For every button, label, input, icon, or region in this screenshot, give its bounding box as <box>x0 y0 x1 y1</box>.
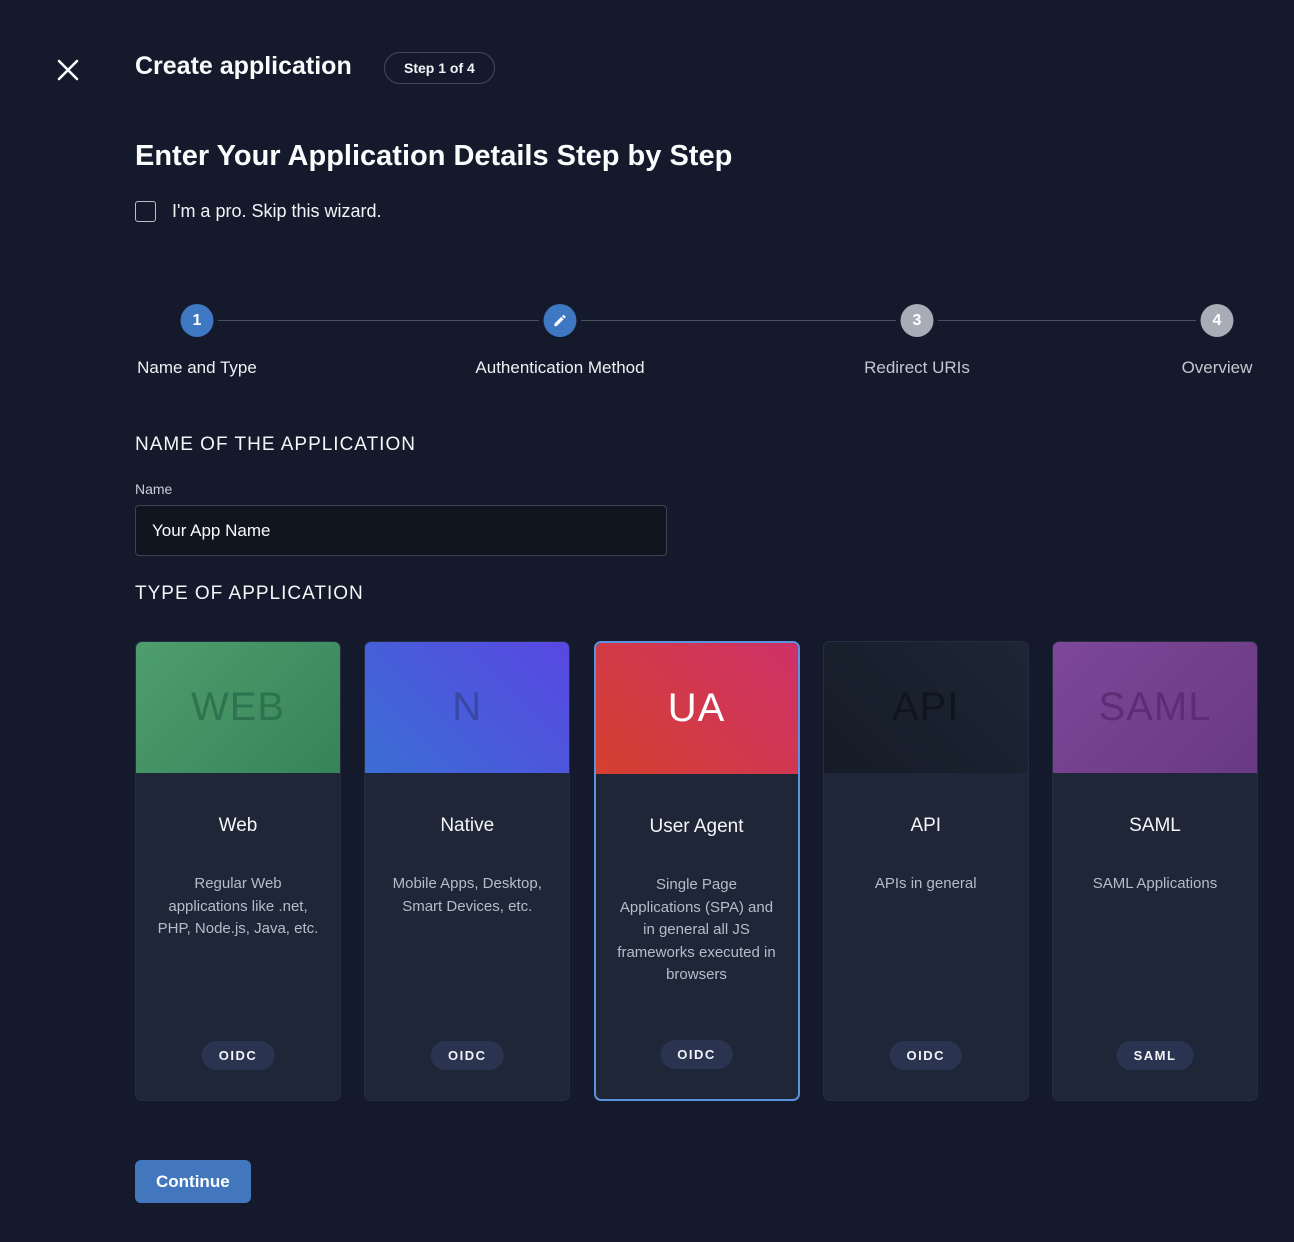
skip-wizard-row[interactable]: I'm a pro. Skip this wizard. <box>135 201 382 222</box>
application-type-card[interactable]: API API APIs in general OIDC <box>822 641 1029 1101</box>
card-description: APIs in general <box>874 875 977 892</box>
application-type-card[interactable]: SAML SAML SAML Applications SAML <box>1052 641 1258 1101</box>
application-type-card[interactable]: UA User Agent Single Page Applications (… <box>593 641 800 1101</box>
step-label: Redirect URIs <box>864 358 970 377</box>
step-circle-3[interactable]: 3 <box>900 304 934 337</box>
name-section-title: NAME OF THE APPLICATION <box>135 434 416 455</box>
application-type-card[interactable]: N Native Mobile Apps, Desktop, Smart Dev… <box>364 641 571 1101</box>
card-title: User Agent <box>649 816 744 837</box>
name-field-label: Name <box>135 481 173 497</box>
card-description: Regular Web applications like .net, PHP,… <box>157 875 319 937</box>
wizard-heading: Enter Your Application Details Step by S… <box>135 140 733 172</box>
card-protocol-badge: OIDC <box>889 1041 962 1070</box>
card-protocol-badge: OIDC <box>201 1041 275 1070</box>
card-title: Web <box>218 815 258 836</box>
card-banner: SAML <box>1053 642 1257 773</box>
page-title: Create application <box>135 52 352 80</box>
pencil-icon[interactable] <box>543 304 577 337</box>
close-icon[interactable] <box>54 56 82 84</box>
step-connector-line <box>581 320 896 321</box>
card-banner: WEB <box>136 642 340 773</box>
step-progress-badge: Step 1 of 4 <box>384 52 495 84</box>
skip-wizard-label: I'm a pro. Skip this wizard. <box>172 201 382 221</box>
card-protocol-badge: SAML <box>1116 1041 1194 1070</box>
application-type-cards: WEB Web Regular Web applications like .n… <box>135 641 1258 1101</box>
step-connector-line <box>938 320 1196 321</box>
card-description: Single Page Applications (SPA) and in ge… <box>617 876 776 983</box>
app-name-input[interactable] <box>135 505 667 556</box>
card-banner: API <box>823 642 1028 773</box>
card-protocol-badge: OIDC <box>660 1040 733 1069</box>
card-title: API <box>910 815 942 836</box>
skip-wizard-checkbox[interactable] <box>135 201 156 222</box>
step-circle-1[interactable]: 1 <box>180 304 214 337</box>
step-circle-4[interactable]: 4 <box>1200 304 1234 337</box>
step-label: Name and Type <box>137 358 257 377</box>
application-type-card[interactable]: WEB Web Regular Web applications like .n… <box>135 641 341 1101</box>
step-label: Authentication Method <box>475 358 645 377</box>
card-title: Native <box>440 815 495 836</box>
card-banner: UA <box>595 643 798 774</box>
card-banner: N <box>365 642 570 773</box>
type-section-title: TYPE OF APPLICATION <box>135 583 364 604</box>
card-description: Mobile Apps, Desktop, Smart Devices, etc… <box>392 875 542 915</box>
card-description: SAML Applications <box>1092 875 1218 892</box>
step-label: Overview <box>1181 358 1253 377</box>
card-protocol-badge: OIDC <box>431 1041 504 1070</box>
card-title: SAML <box>1129 815 1181 836</box>
continue-button[interactable]: Continue <box>135 1160 251 1203</box>
wizard-stepper: 1 Name and Type Authentication Method 3 Redi… <box>135 304 1258 384</box>
step-connector-line <box>218 320 539 321</box>
